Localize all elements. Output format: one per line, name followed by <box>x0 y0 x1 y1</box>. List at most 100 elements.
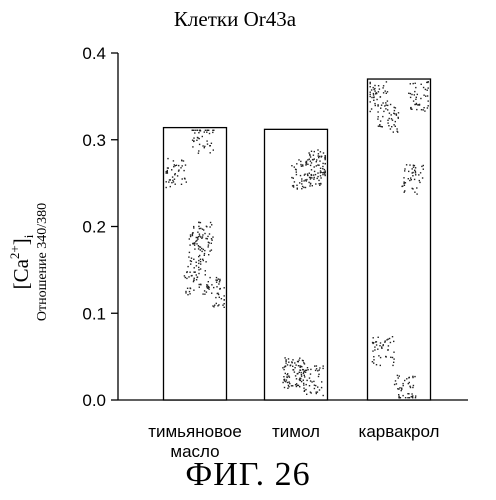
y-tick-label: 0.0 <box>82 391 106 410</box>
bar-stipple-dot <box>183 170 184 171</box>
bar-stipple-dot <box>299 358 300 359</box>
bar-stipple-dot <box>173 181 174 182</box>
bar-stipple-dot <box>403 177 404 178</box>
bar-stipple-dot <box>193 279 194 280</box>
bar-stipple-dot <box>381 346 382 347</box>
bar-stipple-dot <box>301 183 302 184</box>
bar-stipple-dot <box>383 92 384 93</box>
bar-stipple-dot <box>206 286 207 287</box>
bar-stipple-dot <box>220 288 221 289</box>
bar-stipple-dot <box>387 109 388 110</box>
bar-stipple-dot <box>198 226 199 227</box>
bar-stipple-dot <box>392 365 393 366</box>
bar-stipple-dot <box>397 131 398 132</box>
bar-stipple-dot <box>325 172 326 173</box>
bar-stipple-dot <box>293 186 294 187</box>
bar-stipple-dot <box>317 370 318 371</box>
bar-stipple-dot <box>313 179 314 180</box>
bar-stipple-dot <box>211 249 212 250</box>
bar-stipple-dot <box>202 293 203 294</box>
bar-stipple-dot <box>299 386 300 387</box>
bar-stipple-dot <box>399 375 400 376</box>
bar-stipple-dot <box>166 181 167 182</box>
bar-stipple-dot <box>208 130 209 131</box>
bar-stipple-dot <box>204 294 205 295</box>
bar-stipple-dot <box>372 350 373 351</box>
bar-stipple-dot <box>324 169 325 170</box>
bar-stipple-dot <box>218 278 219 279</box>
bar-stipple-dot <box>167 158 168 159</box>
bar-stipple-dot <box>201 251 202 252</box>
bar-stipple-dot <box>399 397 400 398</box>
bar-stipple-dot <box>322 166 323 167</box>
bar-stipple-dot <box>390 357 391 358</box>
bar-stipple-dot <box>173 166 174 167</box>
bar-stipple-dot <box>199 287 200 288</box>
bar-stipple-dot <box>204 290 205 291</box>
bar-stipple-dot <box>200 259 201 260</box>
bar-stipple-dot <box>198 153 199 154</box>
bar-stipple-dot <box>404 168 405 169</box>
figure-caption: ФИГ. 26 <box>0 456 496 494</box>
bar-stipple-dot <box>414 376 415 377</box>
bar-stipple-dot <box>299 372 300 373</box>
bar-stipple-dot <box>370 92 371 93</box>
bar-stipple-dot <box>392 357 393 358</box>
bar-stipple-dot <box>371 97 372 98</box>
bar-stipple-dot <box>398 118 399 119</box>
bar-stipple-dot <box>310 373 311 374</box>
bar-stipple-dot <box>315 174 316 175</box>
bar-stipple-dot <box>305 370 306 371</box>
bar-stipple-dot <box>206 140 207 141</box>
bar-stipple-dot <box>294 367 295 368</box>
bar-stipple-dot <box>387 100 388 101</box>
bar-stipple-dot <box>192 140 193 141</box>
bar-stipple-dot <box>301 188 302 189</box>
bar-stipple-dot <box>204 147 205 148</box>
bar-stipple-dot <box>390 104 391 105</box>
bar-stipple-dot <box>206 291 207 292</box>
bar-stipple-dot <box>393 131 394 132</box>
bar-stipple-dot <box>398 394 399 395</box>
bar-stipple-dot <box>291 177 292 178</box>
bar-stipple-dot <box>198 248 199 249</box>
bar-stipple-dot <box>414 91 415 92</box>
bar-stipple-dot <box>379 345 380 346</box>
bar-stipple-dot <box>198 222 199 223</box>
bar-stipple-dot <box>389 338 390 339</box>
bar-stipple-dot <box>307 175 308 176</box>
bar-stipple-dot <box>213 130 214 131</box>
bar-stipple-dot <box>419 182 420 183</box>
bar-stipple-dot <box>412 188 413 189</box>
bar-stipple-dot <box>203 249 204 250</box>
bar-stipple-dot <box>319 156 320 157</box>
bar-stipple-dot <box>182 178 183 179</box>
bar-stipple-dot <box>299 182 300 183</box>
bar-stipple-dot <box>313 174 314 175</box>
bar-stipple-dot <box>319 389 320 390</box>
bar-stipple-dot <box>202 234 203 235</box>
bar-stipple-dot <box>316 161 317 162</box>
bar-stipple-dot <box>319 160 320 161</box>
bar-stipple-dot <box>413 385 414 386</box>
bar-stipple-dot <box>376 344 377 345</box>
bar-stipple-dot <box>385 102 386 103</box>
bar-stipple-dot <box>305 187 306 188</box>
bar-stipple-dot <box>405 182 406 183</box>
bar-stipple-dot <box>294 181 295 182</box>
bar-stipple-dot <box>318 374 319 375</box>
bar-stipple-dot <box>301 166 302 167</box>
bar-stipple-dot <box>176 165 177 166</box>
bar-stipple-dot <box>306 380 307 381</box>
bar-stipple-dot <box>410 108 411 109</box>
bar-stipple-dot <box>403 385 404 386</box>
bar-stipple-dot <box>393 124 394 125</box>
bar-stipple-dot <box>216 303 217 304</box>
bar-stipple-dot <box>304 363 305 364</box>
bar-stipple-dot <box>320 156 321 157</box>
bar-stipple-dot <box>408 178 409 179</box>
bar-stipple-dot <box>206 132 207 133</box>
bar-stipple-dot <box>210 222 211 223</box>
bar-stipple-dot <box>224 295 225 296</box>
bar-stipple-dot <box>283 379 284 380</box>
